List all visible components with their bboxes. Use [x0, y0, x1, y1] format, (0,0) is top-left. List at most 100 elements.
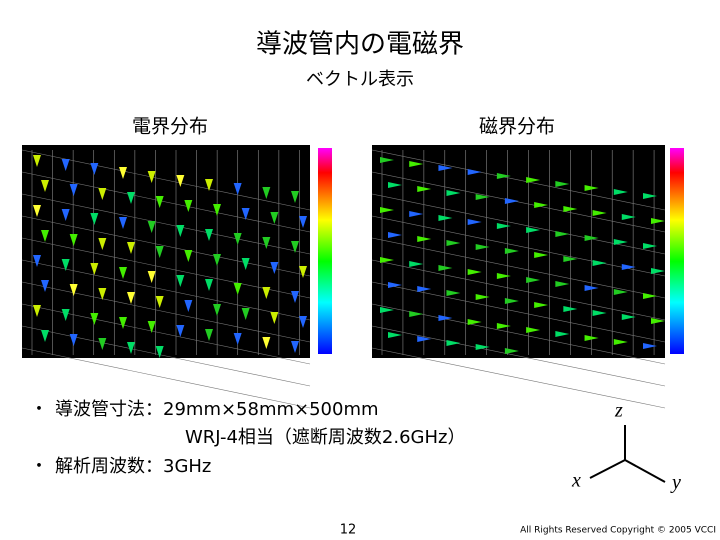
image-detail: [621, 264, 636, 270]
image-detail: [526, 277, 541, 283]
image-detail: [61, 309, 70, 321]
image-detail: [555, 231, 570, 237]
image-detail: [446, 340, 461, 346]
image-detail: [205, 179, 213, 191]
image-detail: [262, 237, 271, 249]
panel-label: 磁界分布: [479, 116, 555, 138]
image-detail: [380, 257, 394, 263]
image-detail: [504, 198, 519, 204]
image-detail: [584, 185, 599, 191]
bullet-text: 導波管寸法：29mm×58mm×500mm: [55, 399, 379, 420]
image-detail: [371, 325, 666, 387]
page-number: 12: [340, 523, 357, 538]
image-detail: [651, 318, 665, 324]
image-detail: [299, 216, 307, 228]
image-detail: [155, 296, 164, 308]
axis-label: z: [614, 400, 623, 422]
image-detail: [69, 334, 78, 346]
bullet-marker: ・: [30, 399, 48, 420]
image-detail: [592, 210, 607, 216]
image-detail: [438, 265, 453, 271]
image-detail: [61, 259, 70, 271]
image-detail: [380, 307, 394, 313]
image-detail: [438, 315, 453, 321]
image-detail: [613, 239, 628, 245]
image-detail: [467, 319, 482, 325]
image-detail: [555, 181, 570, 187]
image-detail: [41, 180, 49, 192]
image-detail: [613, 289, 628, 295]
image-detail: [155, 196, 164, 208]
image-detail: [388, 282, 402, 288]
image-detail: [299, 316, 307, 328]
image-detail: [651, 218, 665, 224]
image-detail: [147, 171, 156, 183]
image-detail: [643, 293, 657, 299]
image-detail: [233, 333, 242, 345]
image-detail: [621, 214, 636, 220]
image-detail: [526, 327, 541, 333]
image-detail: [69, 284, 78, 296]
image-detail: [496, 273, 511, 279]
image-detail: [41, 230, 49, 242]
image-detail: [584, 235, 599, 241]
image-detail: [69, 234, 78, 246]
image-detail: [184, 300, 193, 312]
image-detail: [291, 291, 299, 303]
image-detail: [371, 237, 666, 299]
image-detail: [21, 193, 311, 255]
image-detail: [21, 281, 311, 343]
image-detail: [563, 256, 578, 262]
image-detail: [21, 347, 311, 409]
image-detail: [119, 317, 127, 329]
image-detail: [475, 194, 490, 200]
image-detail: [270, 312, 279, 324]
image-detail: [98, 238, 107, 250]
image-detail: [147, 221, 156, 233]
image-detail: [467, 169, 482, 175]
image-detail: [21, 237, 311, 299]
image-detail: [534, 202, 549, 208]
image-detail: [21, 215, 311, 277]
image-detail: [388, 332, 402, 338]
image-detail: [467, 269, 482, 275]
image-detail: [291, 341, 299, 353]
image-detail: [446, 290, 461, 296]
image-detail: [61, 159, 70, 171]
image-detail: [176, 275, 185, 287]
image-detail: [496, 223, 511, 229]
image-detail: [213, 254, 221, 266]
image-detail: [613, 189, 628, 195]
image-detail: [213, 304, 221, 316]
image-detail: [270, 212, 279, 224]
image-detail: [241, 258, 250, 270]
simulation-image: [371, 145, 666, 409]
image-detail: [33, 255, 41, 267]
title: 導波管内の電磁界: [256, 30, 464, 60]
image-detail: [446, 240, 461, 246]
image-detail: [504, 298, 519, 304]
image-detail: [155, 246, 164, 258]
image-detail: [438, 165, 453, 171]
image-detail: [21, 325, 311, 387]
image-detail: [475, 344, 490, 350]
image-detail: [291, 241, 299, 253]
image-detail: [643, 243, 657, 249]
image-detail: [496, 323, 511, 329]
image-detail: [98, 338, 107, 350]
image-detail: [371, 149, 666, 211]
image-detail: [21, 171, 311, 233]
subtitle: ベクトル表示: [306, 69, 414, 90]
image-detail: [205, 229, 213, 241]
image-detail: [147, 321, 156, 333]
image-detail: [621, 314, 636, 320]
image-detail: [563, 306, 578, 312]
image-detail: [262, 287, 271, 299]
panel-label: 電界分布: [132, 116, 208, 138]
image-detail: [205, 279, 213, 291]
image-detail: [417, 186, 432, 192]
image-detail: [241, 208, 250, 220]
image-detail: [643, 343, 657, 349]
